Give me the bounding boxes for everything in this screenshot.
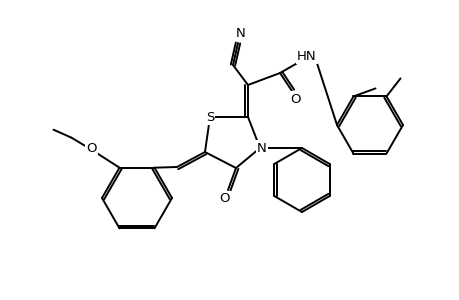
Text: HN: HN (297, 50, 316, 62)
Text: N: N (257, 142, 266, 154)
Text: O: O (290, 92, 301, 106)
Text: N: N (235, 26, 246, 40)
Text: O: O (86, 142, 96, 155)
Text: O: O (219, 193, 230, 206)
Text: S: S (205, 110, 214, 124)
